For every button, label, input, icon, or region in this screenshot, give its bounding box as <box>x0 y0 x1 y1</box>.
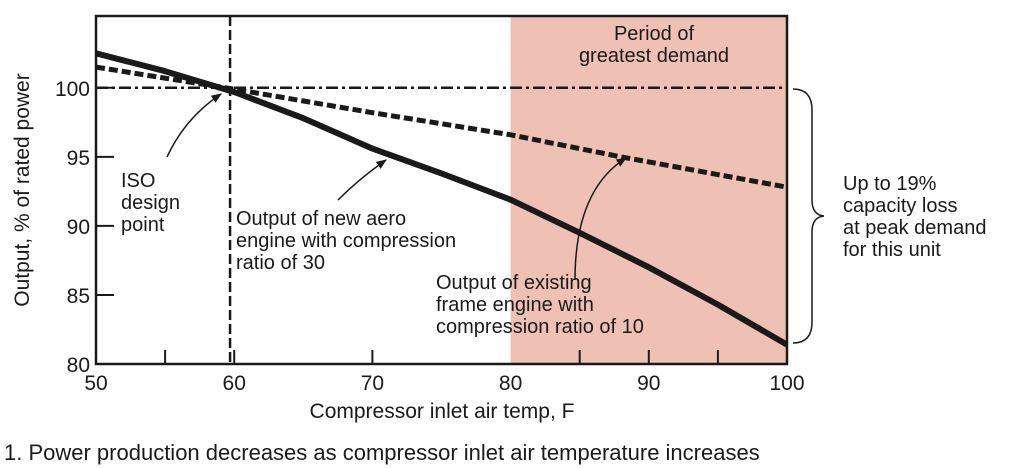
figure-caption: 1. Power production decreases as compres… <box>4 440 760 465</box>
peak-demand-region <box>510 16 787 364</box>
x-axis-title: Compressor inlet air temp, F <box>310 400 575 423</box>
new-aero-label-3: ratio of 30 <box>236 252 325 274</box>
y-tick-label: 80 <box>67 354 90 377</box>
iso-arrow <box>166 93 222 158</box>
loss-label-3: at peak demand <box>843 217 986 239</box>
x-tick-label: 70 <box>361 372 384 395</box>
x-tick-label: 80 <box>499 372 522 395</box>
iso-label-3: point <box>121 214 165 236</box>
y-tick-label: 90 <box>67 216 90 239</box>
loss-label-2: capacity loss <box>843 195 958 217</box>
existing-label-1: Output of existing <box>436 272 592 294</box>
existing-label-2: frame engine with <box>436 294 594 316</box>
plot-frame <box>94 14 789 366</box>
x-tick-label: 100 <box>769 372 804 395</box>
existing-label-3: compression ratio of 10 <box>436 316 644 338</box>
new-aero-label-1: Output of new aero <box>236 208 406 230</box>
shaded-label-1: Period of <box>614 23 694 45</box>
iso-label-2: design <box>121 192 180 214</box>
loss-label-1: Up to 19% <box>843 173 937 195</box>
series-solid-line <box>95 50 789 348</box>
y-axis-title: Output, % of rated power <box>11 73 34 306</box>
iso-label-1: ISO <box>121 170 155 192</box>
y-tick-label: 85 <box>67 285 90 308</box>
series-dashed-line <box>95 64 788 190</box>
new-aero-arrow <box>337 159 387 201</box>
loss-brace <box>792 88 825 344</box>
x-tick-label: 50 <box>84 372 107 395</box>
y-tick-label: 95 <box>67 147 90 170</box>
existing-arrow <box>574 157 627 281</box>
y-tick-label: 100 <box>55 78 90 101</box>
shaded-label-2: greatest demand <box>579 45 729 67</box>
loss-label-4: for this unit <box>843 239 941 261</box>
x-tick-label: 60 <box>223 372 246 395</box>
x-tick-label: 90 <box>637 372 660 395</box>
new-aero-label-2: engine with compression <box>236 230 456 252</box>
